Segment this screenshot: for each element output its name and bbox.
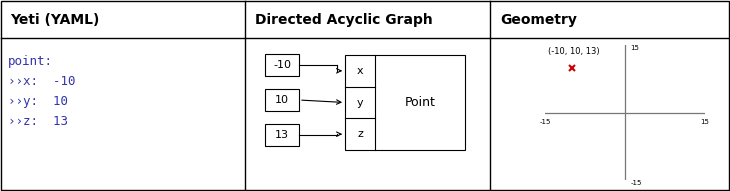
Text: ››x:  -10: ››x: -10 — [8, 75, 75, 88]
Bar — [265, 124, 299, 146]
Text: (-10, 10, 13): (-10, 10, 13) — [548, 47, 599, 56]
Text: Yeti (YAML): Yeti (YAML) — [10, 13, 99, 27]
Text: 15: 15 — [701, 119, 710, 125]
Bar — [265, 89, 299, 111]
Text: Directed Acyclic Graph: Directed Acyclic Graph — [255, 13, 433, 27]
Text: x: x — [357, 66, 364, 76]
Text: z: z — [357, 129, 363, 139]
Text: Point: Point — [404, 96, 435, 109]
Text: -15: -15 — [630, 180, 642, 186]
Text: ››y:  10: ››y: 10 — [8, 95, 68, 108]
Text: -15: -15 — [539, 119, 550, 125]
Bar — [265, 54, 299, 76]
Text: y: y — [357, 97, 364, 108]
Bar — [345, 55, 465, 150]
Text: -10: -10 — [273, 60, 291, 70]
Text: ››z:  13: ››z: 13 — [8, 115, 68, 128]
Text: 15: 15 — [630, 45, 639, 51]
Text: 13: 13 — [275, 130, 289, 140]
Text: point:: point: — [8, 55, 53, 68]
Text: 10: 10 — [275, 95, 289, 105]
Text: Geometry: Geometry — [500, 13, 577, 27]
